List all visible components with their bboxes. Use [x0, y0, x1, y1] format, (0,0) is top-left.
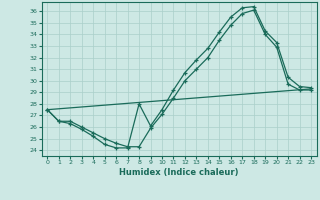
X-axis label: Humidex (Indice chaleur): Humidex (Indice chaleur)	[119, 168, 239, 177]
